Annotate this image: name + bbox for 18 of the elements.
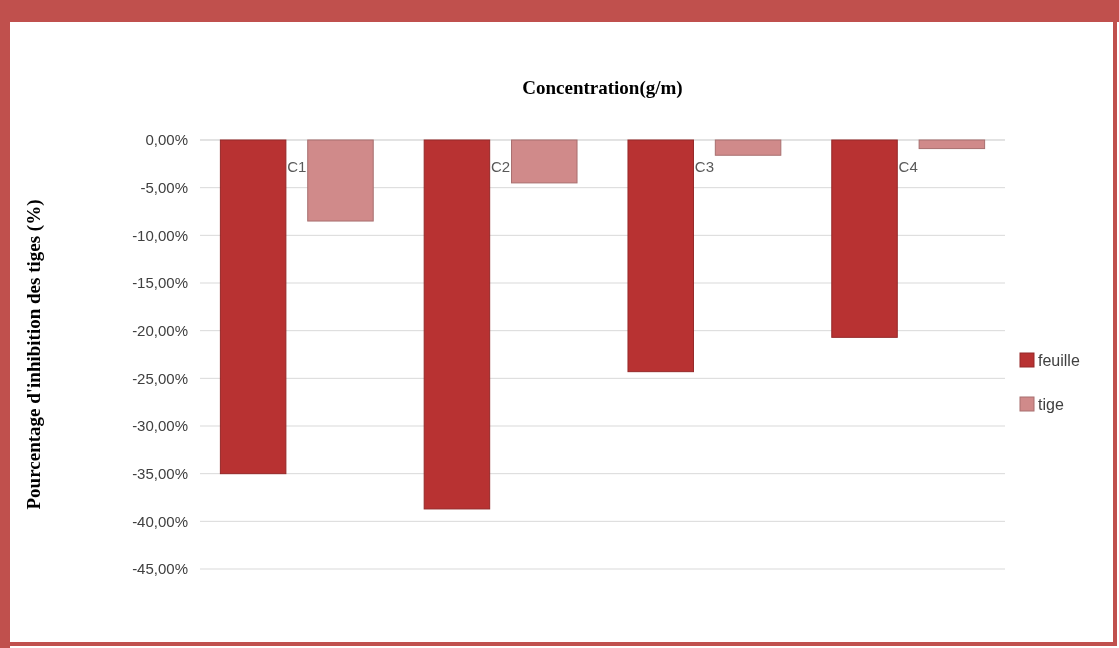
y-tick-label: -20,00% xyxy=(132,321,188,339)
legend-label: feuille xyxy=(1038,351,1080,369)
x-tick-label: C1 xyxy=(287,158,307,175)
y-tick-label: -10,00% xyxy=(132,226,188,244)
x-tick-label: C2 xyxy=(491,158,511,175)
chart-title: Concentration(g/m) xyxy=(522,77,683,99)
y-tick-label: -45,00% xyxy=(132,560,188,578)
y-axis-title: Pourcentage d'inhibition des tiges (%) xyxy=(23,199,45,510)
y-tick-label: -40,00% xyxy=(132,512,188,530)
x-tick-label: C3 xyxy=(694,158,714,175)
y-tick-label: -35,00% xyxy=(132,464,188,482)
y-tick-label: -5,00% xyxy=(140,178,188,196)
y-tick-label: -15,00% xyxy=(132,274,188,292)
legend-label: tige xyxy=(1038,395,1064,413)
y-tick-label: -25,00% xyxy=(132,369,188,387)
y-tick-label: -30,00% xyxy=(132,417,188,435)
y-tick-label: 0,00% xyxy=(145,131,188,149)
x-tick-label: C4 xyxy=(898,158,918,175)
